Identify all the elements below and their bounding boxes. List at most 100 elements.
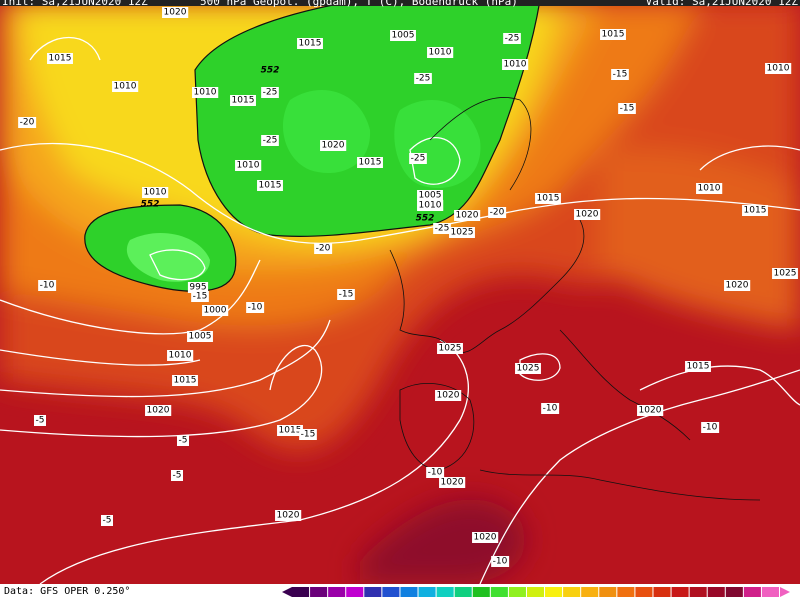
contour-label: 1025: [774, 269, 797, 279]
contour-label: 1010: [194, 88, 217, 98]
contour-label: 1020: [726, 281, 749, 291]
contour-label: -15: [613, 70, 628, 80]
contour-label-box: [685, 361, 711, 372]
contour-label: 1010: [698, 184, 721, 194]
scale-swatch: [617, 587, 635, 597]
contour-label: 1005: [189, 332, 212, 342]
scale-swatch: [563, 587, 581, 597]
scale-swatch: [743, 587, 761, 597]
contour-label: -25: [263, 88, 278, 98]
contour-label-box: [167, 350, 194, 361]
contour-label-box: [574, 209, 601, 220]
contour-label: 1025: [517, 364, 540, 374]
contour-label: -10: [40, 281, 55, 291]
scale-swatch: [599, 587, 617, 597]
contour-label-box: [437, 343, 463, 354]
contour-label: -10: [493, 557, 508, 567]
contour-label-box: [34, 415, 46, 426]
color-scale: [282, 587, 790, 597]
contour-label-box: [261, 87, 279, 98]
coastlines: [389, 97, 761, 501]
contour-label-box: [472, 532, 499, 543]
header-valid: Valid: Sa,21JUN2020 12Z: [646, 0, 799, 8]
contour-label: 1020: [576, 210, 599, 220]
contour-label: 1015: [744, 206, 767, 216]
scale-swatch: [454, 587, 472, 597]
contour-label: 1015: [299, 39, 322, 49]
contour-label-box: [299, 429, 317, 440]
contour-label: -15: [620, 104, 635, 114]
footer-source: Data: GFS OPER 0.250°: [4, 586, 130, 597]
contour-label: 1010: [419, 201, 442, 211]
contour-label-box: [320, 140, 347, 151]
contour-label: 1005: [419, 191, 442, 201]
scale-swatch: [346, 587, 364, 597]
contour-label-box: [541, 403, 560, 414]
contour-label-box: [724, 280, 751, 291]
contour-label-box: [417, 190, 443, 201]
contour-label-box: [390, 30, 416, 41]
contour-label-box: [202, 305, 229, 316]
contour-label-box: [439, 477, 466, 488]
contour-label-box: [246, 302, 265, 313]
contour-label-box: [112, 81, 139, 92]
contour-label-box: [314, 243, 333, 254]
contour-label: 1020: [322, 141, 345, 151]
contour-label: 1015: [174, 376, 197, 386]
scale-swatch: [653, 587, 671, 597]
contour-label: 1010: [114, 82, 137, 92]
contour-label-box: [515, 363, 541, 374]
contour-label-box: [427, 47, 454, 58]
contour-label-box: [172, 375, 198, 386]
contour-label: 1010: [429, 48, 452, 58]
contour-label-box: [701, 422, 720, 433]
contour-label: 552: [141, 200, 160, 210]
contour-label-box: [611, 69, 629, 80]
contour-label: 1015: [49, 54, 72, 64]
contour-label-box: [277, 425, 303, 436]
contour-label-box: [696, 183, 723, 194]
scale-swatch: [526, 587, 545, 597]
scale-swatch: [581, 587, 599, 597]
contour-label: -15: [301, 430, 316, 440]
contour-label-box: [177, 435, 189, 446]
contour-label-box: [192, 87, 219, 98]
contour-label-box: [488, 207, 507, 218]
contour-label: 1020: [639, 406, 662, 416]
contour-label-box: [297, 38, 323, 49]
contour-label: -10: [543, 404, 558, 414]
contour-label-box: [187, 282, 209, 293]
contour-lines: [0, 37, 800, 585]
contour-label: 1000: [204, 306, 227, 316]
scale-swatch: [707, 587, 725, 597]
contour-label: 1020: [164, 8, 187, 18]
contour-label-box: [414, 73, 432, 84]
contour-label-box: [235, 160, 262, 171]
scale-arrow-right: [780, 587, 790, 597]
contour-label-box: [261, 135, 279, 146]
scale-swatch: [400, 587, 418, 597]
scale-swatch: [671, 587, 689, 597]
scale-arrow-left: [282, 587, 292, 597]
scale-swatch: [436, 587, 454, 597]
scale-swatch: [490, 587, 508, 597]
contour-label-box: [275, 510, 302, 521]
contour-label: 1025: [451, 228, 474, 238]
contour-label: 552: [261, 66, 280, 76]
contour-label-box: [337, 289, 355, 300]
contour-label: 995: [189, 283, 206, 293]
contour-label-box: [409, 153, 427, 164]
contour-labels: 1020100510101015101010151015101010151010…: [18, 7, 798, 567]
contour-label: 1010: [767, 64, 790, 74]
contour-label-box: [142, 187, 169, 198]
contour-label: 1015: [687, 362, 710, 372]
contour-label: -10: [248, 303, 263, 313]
contour-label-box: [230, 95, 256, 106]
scale-swatch: [292, 587, 310, 597]
scale-swatch: [508, 587, 526, 597]
contour-label: -25: [435, 224, 450, 234]
contour-label-box: [435, 390, 462, 401]
contour-label: 1025: [439, 344, 462, 354]
